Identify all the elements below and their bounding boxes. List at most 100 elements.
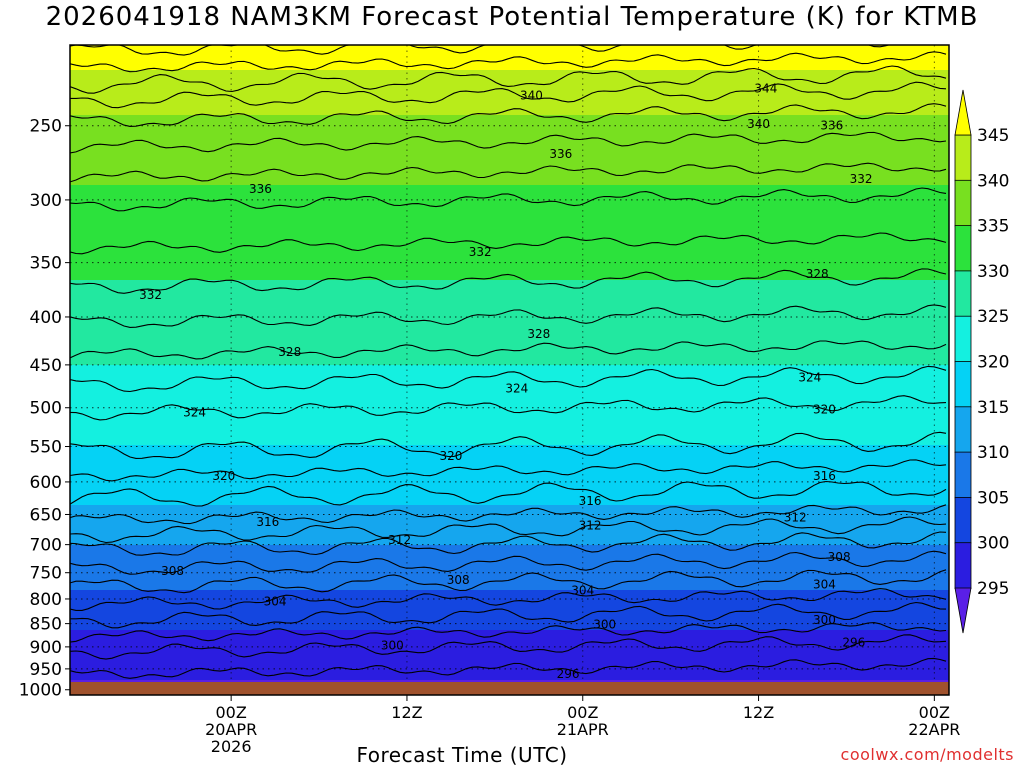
theta-band: [70, 285, 949, 291]
theta-band: [70, 160, 949, 166]
theta-band: [70, 220, 949, 226]
y-tick-label: 500: [30, 399, 62, 419]
contour-label: 316: [813, 469, 836, 483]
theta-band: [70, 445, 949, 451]
theta-band: [70, 345, 949, 351]
y-tick-label: 300: [30, 191, 62, 211]
contour-label: 308: [828, 550, 851, 564]
theta-band: [70, 450, 949, 456]
theta-band: [70, 70, 949, 76]
x-tick-label: 00Z: [919, 703, 950, 722]
contour-label: 300: [593, 618, 616, 632]
colorbar-segment: [954, 496, 972, 544]
theta-band: [70, 515, 949, 521]
theta-band: [70, 630, 949, 636]
y-tick-label: 600: [30, 473, 62, 493]
theta-band: [70, 200, 949, 206]
y-tick-label: 450: [30, 356, 62, 376]
theta-band: [70, 125, 949, 131]
colorbar-tick-label: 300: [977, 534, 1009, 554]
chart-title: 2026041918 NAM3KM Forecast Potential Tem…: [45, 2, 979, 32]
colorbar-tick-label: 320: [977, 353, 1009, 373]
contour-label: 320: [212, 469, 235, 483]
theta-band: [70, 290, 949, 296]
theta-band: [70, 180, 949, 186]
theta-band: [70, 240, 949, 246]
theta-band: [70, 490, 949, 496]
y-tick-label: 950: [30, 660, 62, 680]
theta-band: [70, 185, 949, 191]
x-tick-label: 12Z: [743, 703, 774, 722]
theta-band: [70, 380, 949, 386]
theta-band: [70, 340, 949, 346]
theta-band: [70, 310, 949, 316]
y-tick-label: 750: [30, 564, 62, 584]
colorbar-tick-label: 325: [977, 307, 1009, 327]
y-tick-label: 350: [30, 254, 62, 274]
theta-band: [70, 120, 949, 126]
theta-band: [70, 270, 949, 276]
theta-band: [70, 370, 949, 376]
colorbar-segment: [954, 451, 972, 499]
theta-band: [70, 425, 949, 431]
theta-contour: [70, 131, 947, 154]
y-tick-label: 400: [30, 308, 62, 328]
theta-band: [70, 65, 949, 71]
theta-band: [70, 100, 949, 106]
theta-band: [70, 130, 949, 136]
theta-contour: [70, 365, 947, 393]
colorbar-tick-label: 330: [977, 262, 1009, 282]
theta-band: [70, 95, 949, 101]
colorbar-segment: [954, 270, 972, 318]
theta-band: [70, 110, 949, 116]
x-axis-label: Forecast Time (UTC): [356, 743, 568, 767]
theta-band: [70, 305, 949, 311]
theta-band: [70, 350, 949, 356]
site-credit: coolwx.com/modelts: [840, 745, 1014, 764]
theta-contour: [70, 550, 947, 575]
contour-label: 340: [747, 117, 770, 131]
theta-band: [70, 320, 949, 326]
theta-band: [70, 480, 949, 486]
y-axis: 250 300 350 400 450 500 550 600 650 700 750 800 850 9…: [19, 117, 70, 701]
theta-band: [70, 165, 949, 171]
theta-band: [70, 215, 949, 221]
contour-label: 316: [579, 494, 602, 508]
theta-band: [70, 650, 949, 656]
colorbar-tick-label: 305: [977, 488, 1009, 508]
theta-band: [70, 410, 949, 416]
theta-band: [70, 495, 949, 501]
theta-band: [70, 510, 949, 516]
theta-band: [70, 405, 949, 411]
contour-label: 308: [161, 564, 184, 578]
colorbar-segment: [954, 225, 972, 272]
contour-label: 328: [806, 267, 829, 281]
theta-contour: [70, 103, 947, 127]
theta-contour: [70, 65, 947, 94]
theta-band: [70, 210, 949, 216]
theta-band: [70, 525, 949, 531]
colorbar-tick-label: 340: [977, 171, 1009, 191]
theta-band: [70, 230, 949, 236]
contour-label: 336: [249, 182, 272, 196]
theta-band: [70, 660, 949, 666]
y-tick-label: 250: [30, 117, 62, 137]
theta-band: [70, 155, 949, 161]
theta-contour: [70, 622, 947, 643]
theta-band: [70, 560, 949, 566]
x-tick-label: 22APR: [908, 720, 960, 739]
colorbar-segment: [954, 361, 972, 408]
x-tick-label: 2026: [211, 737, 252, 756]
theta-band: [70, 550, 949, 556]
theta-band: [70, 170, 949, 176]
theta-band: [70, 335, 949, 341]
theta-band: [70, 85, 949, 91]
theta-band: [70, 570, 949, 576]
contour-label: 300: [813, 613, 836, 627]
theta-band: [70, 505, 949, 511]
contour-label: 324: [183, 406, 206, 420]
colorbar-tick-label: 310: [977, 443, 1009, 463]
theta-band: [70, 255, 949, 261]
y-tick-label: 700: [30, 536, 62, 556]
